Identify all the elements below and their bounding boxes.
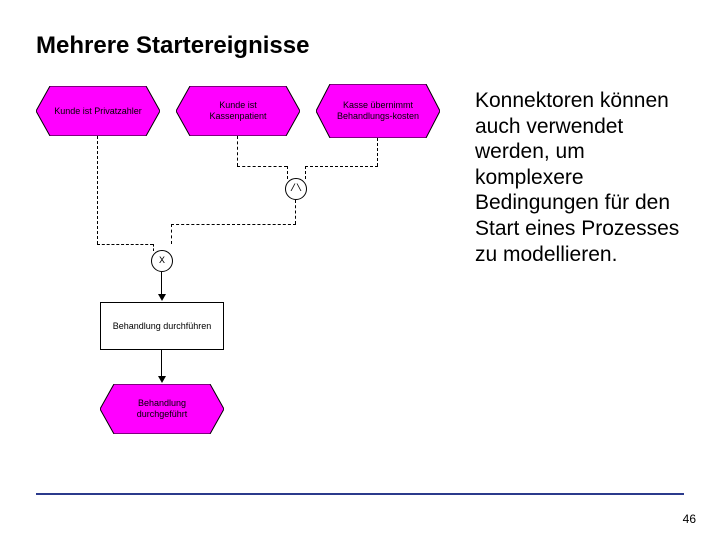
event-kasse-uebernimmt: Kasse übernimmt Behandlungs-kosten — [316, 84, 440, 138]
event-label: Behandlung durchgeführt — [100, 398, 224, 420]
slide-title: Mehrere Startereignisse — [36, 32, 309, 60]
connector-xor: X — [151, 250, 173, 272]
event-label: Kunde ist Privatzahler — [40, 106, 156, 117]
edge-dashed — [305, 166, 378, 167]
event-behandlung-durchgefuehrt: Behandlung durchgeführt — [100, 384, 224, 434]
event-label: Kasse übernimmt Behandlungs-kosten — [316, 100, 440, 122]
edge-dashed — [237, 136, 238, 166]
function-behandlung-durchfuehren: Behandlung durchführen — [100, 302, 224, 350]
arrowhead-icon — [158, 376, 166, 383]
footer-rule — [36, 493, 684, 495]
edge-dashed — [153, 244, 154, 251]
slide-canvas: Mehrere Startereignisse Konnektoren könn… — [0, 0, 720, 540]
edge-dashed — [287, 166, 288, 179]
connector-label: /\ — [290, 184, 302, 195]
function-label: Behandlung durchführen — [113, 321, 212, 332]
event-kunde-privatzahler: Kunde ist Privatzahler — [36, 86, 160, 136]
epc-diagram: Kunde ist Privatzahler Kunde ist Kassenp… — [36, 84, 436, 464]
connector-and: /\ — [285, 178, 307, 200]
edge-dashed — [305, 166, 306, 179]
edge-dashed — [97, 136, 98, 244]
edge-dashed — [171, 224, 172, 244]
event-kunde-kassenpatient: Kunde ist Kassenpatient — [176, 86, 300, 136]
event-label: Kunde ist Kassenpatient — [176, 100, 300, 122]
page-number: 46 — [683, 512, 696, 526]
connector-label: X — [159, 256, 165, 267]
edge-dashed — [237, 166, 287, 167]
edge-dashed — [295, 200, 296, 224]
edge-dashed — [97, 244, 153, 245]
edge-dashed — [377, 138, 378, 166]
arrowhead-icon — [158, 294, 166, 301]
edge-dashed — [171, 224, 296, 225]
body-paragraph: Konnektoren können auch verwendet werden… — [475, 88, 690, 267]
